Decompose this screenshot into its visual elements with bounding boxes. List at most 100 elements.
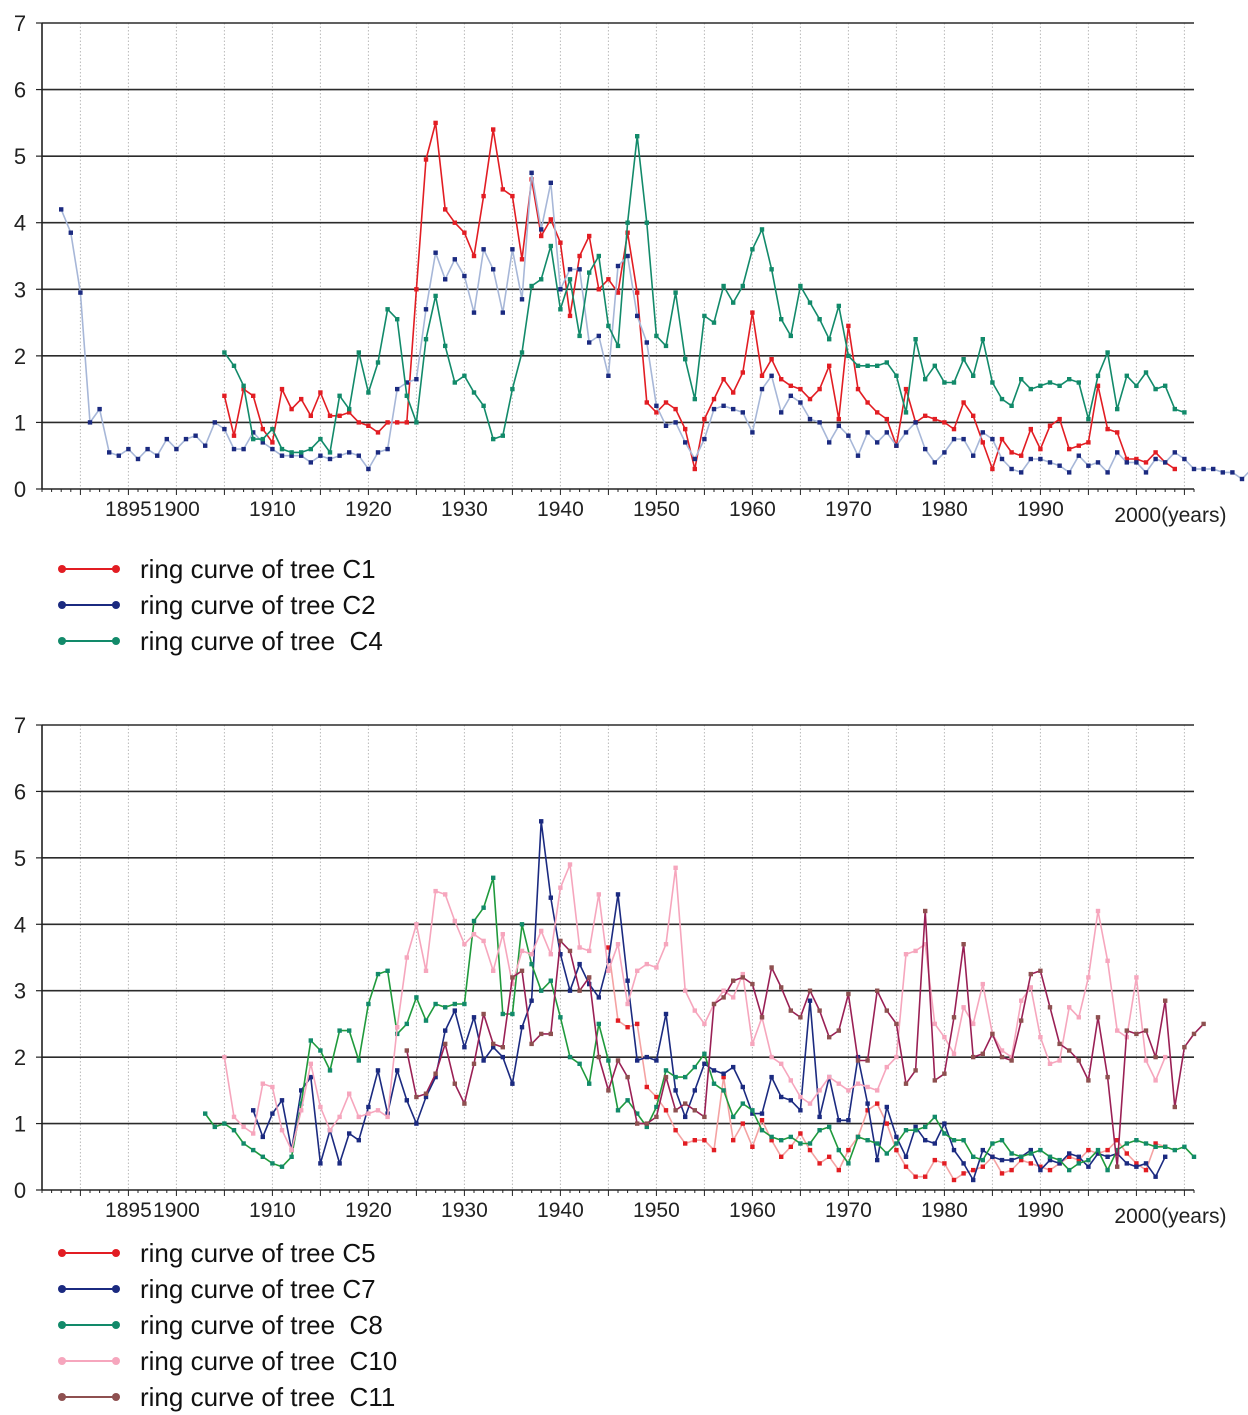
data-point: [356, 350, 361, 355]
data-point: [817, 386, 822, 392]
data-point: [222, 1054, 227, 1060]
data-point: [1124, 456, 1129, 462]
data-point: [539, 233, 544, 239]
chart-bottom: 0 1 2 3 4 5 6 7 1895 1900 1910 1920 1930 1940 1950 1960…: [14, 713, 1227, 1228]
data-point: [731, 995, 736, 1000]
data-point: [846, 323, 851, 329]
data-point: [903, 1128, 909, 1133]
data-point: [788, 383, 793, 388]
data-point: [471, 1061, 477, 1066]
data-point: [347, 450, 352, 455]
data-point: [1028, 971, 1033, 977]
data-point: [999, 456, 1005, 462]
legend-swatch-dot: [58, 1249, 66, 1257]
data-point: [779, 985, 784, 990]
data-point: [1182, 1144, 1187, 1149]
data-point: [1230, 470, 1235, 475]
data-point: [443, 892, 448, 897]
data-point: [356, 1114, 361, 1120]
data-point: [1153, 1174, 1158, 1179]
y-tick-label: 6: [14, 78, 26, 103]
data-point: [423, 1018, 429, 1023]
data-point: [366, 1104, 371, 1110]
legend-swatch-line: [62, 640, 116, 642]
data-point: [971, 373, 976, 378]
data-point: [971, 413, 976, 418]
data-point: [769, 373, 774, 378]
data-point: [577, 961, 582, 967]
series-ring-curve-of-tree-c7: [251, 819, 1168, 1183]
series-line: [60, 172, 1248, 480]
data-point: [625, 1025, 630, 1030]
data-point: [558, 952, 563, 957]
data-point: [615, 892, 621, 897]
data-point: [299, 1108, 304, 1113]
data-point: [817, 1008, 822, 1013]
data-point: [596, 287, 601, 292]
legend-swatch-dot: [112, 637, 120, 645]
data-point: [596, 1021, 601, 1027]
data-point: [999, 1054, 1005, 1060]
data-point: [500, 1045, 505, 1050]
data-point: [567, 862, 573, 867]
data-point: [395, 420, 400, 425]
data-point: [1124, 460, 1129, 465]
data-point: [1143, 1058, 1149, 1063]
y-tick-label: 1: [14, 1112, 26, 1137]
data-point: [519, 968, 525, 973]
data-point: [817, 1114, 822, 1120]
legend-label-c11: ring curve of tree C11: [140, 1381, 396, 1412]
data-point: [855, 1134, 861, 1140]
y-tick-label: 3: [14, 979, 26, 1004]
legend-swatch-dot: [58, 1393, 66, 1401]
legend-label-c5: ring curve of tree C5: [140, 1237, 376, 1268]
data-point: [1105, 350, 1110, 355]
data-point: [1028, 1151, 1033, 1156]
data-point: [404, 1048, 409, 1053]
data-point: [596, 253, 601, 259]
data-point: [1134, 1031, 1139, 1037]
data-point: [1143, 370, 1149, 375]
data-point: [251, 1131, 256, 1136]
data-point: [769, 1074, 774, 1080]
data-point: [942, 1035, 947, 1040]
data-point: [452, 1081, 457, 1086]
data-point: [702, 436, 707, 442]
data-point: [1115, 406, 1120, 412]
data-point: [846, 433, 851, 438]
data-point: [606, 945, 611, 950]
data-point: [932, 1114, 937, 1120]
data-point: [683, 1101, 688, 1106]
y-tick-label: 6: [14, 779, 26, 804]
data-point: [462, 273, 467, 279]
data-point: [423, 307, 429, 312]
data-point: [1124, 1151, 1129, 1156]
data-point: [347, 406, 352, 412]
data-point: [827, 1154, 832, 1159]
data-point: [510, 247, 515, 252]
data-point: [1182, 1045, 1187, 1050]
data-point: [1086, 975, 1091, 980]
data-point: [1038, 446, 1043, 452]
data-point: [1057, 1157, 1062, 1163]
data-point: [375, 360, 381, 365]
data-point: [356, 453, 361, 458]
data-point: [510, 386, 515, 392]
data-point: [347, 410, 352, 415]
data-point: [846, 991, 851, 997]
data-point: [836, 303, 841, 309]
data-point: [1153, 386, 1158, 392]
data-point: [1067, 1154, 1072, 1159]
legend-swatch-dot: [58, 1321, 66, 1329]
data-point: [702, 1114, 707, 1120]
data-point: [414, 420, 419, 425]
data-point: [1220, 470, 1225, 475]
data-point: [884, 1151, 889, 1156]
data-point: [951, 436, 957, 442]
data-point: [260, 1081, 265, 1086]
data-point: [625, 253, 630, 259]
data-point: [740, 370, 745, 375]
data-point: [404, 1021, 409, 1027]
data-point: [587, 948, 592, 954]
data-point: [875, 1141, 880, 1146]
